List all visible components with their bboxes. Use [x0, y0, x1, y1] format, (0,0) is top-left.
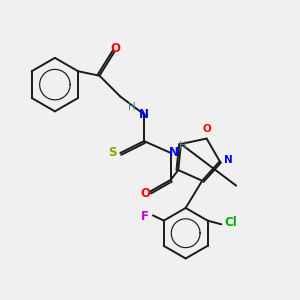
Text: N: N	[169, 146, 179, 160]
Text: Cl: Cl	[224, 216, 237, 229]
Text: O: O	[111, 42, 121, 56]
Text: O: O	[140, 187, 151, 200]
Text: S: S	[109, 146, 117, 160]
Text: N: N	[139, 108, 149, 121]
Text: H: H	[179, 140, 187, 151]
Text: H: H	[128, 102, 136, 112]
Text: N: N	[224, 155, 233, 165]
Text: F: F	[140, 210, 148, 224]
Text: O: O	[202, 124, 211, 134]
